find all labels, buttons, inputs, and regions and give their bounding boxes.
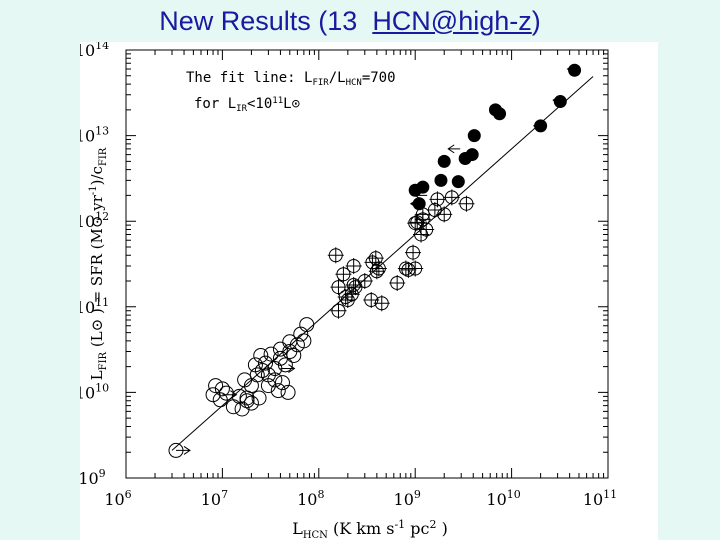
x-axis-label: LHCN (K km s-1 pc2 ) (292, 518, 448, 540)
filled-circle-point (451, 175, 465, 189)
open-circle-point (243, 395, 259, 411)
open-circle-point (253, 347, 269, 363)
y-tick-label: 1014 (80, 42, 109, 60)
fit-annotation-line1: The fit line: LFIR/LHCN=700 (186, 70, 396, 88)
upper-limit-arrow (566, 64, 580, 74)
open-circle-point (249, 367, 265, 383)
cross-mark (407, 260, 424, 277)
cross-mark (337, 289, 354, 306)
right-arrow (222, 390, 238, 400)
open-circle-point (280, 384, 296, 400)
open-circle-point (270, 383, 286, 399)
slide-title-link[interactable]: HCN@high-z (372, 6, 532, 36)
cross-mark (345, 276, 362, 293)
x-tick-label: 108 (297, 488, 324, 509)
cross-mark (335, 266, 352, 283)
filled-circle-point (553, 95, 567, 109)
fit-annotation-line2: for LIR<1011L⊙ (194, 96, 301, 114)
marks-layer (168, 63, 582, 458)
axis-ticks (125, 50, 608, 479)
x-tick-label: 107 (201, 488, 228, 509)
cross-mark (418, 221, 435, 238)
filled-circle-point (408, 183, 422, 197)
open-circle-point (299, 317, 315, 333)
cross-mark (347, 279, 364, 296)
open-circle-point (214, 381, 230, 397)
right-arrow (280, 364, 296, 373)
cross-mark (426, 202, 443, 219)
slide-title-suffix: ) (531, 6, 541, 36)
upper-limit-arrow (492, 107, 506, 117)
open-circle-point (231, 388, 247, 404)
filled-circle-point (437, 154, 451, 168)
open-circle-point (234, 401, 250, 417)
upper-limit-arrow (532, 121, 546, 131)
open-circle-point (286, 347, 302, 363)
open-circle-point (272, 341, 288, 357)
y-axis-label: LFIR (L⊙ ) = SFR (M⊙ yr-1)/cFIR (88, 147, 109, 380)
cross-mark (373, 295, 390, 312)
y-tick-label: 1011 (80, 296, 109, 317)
slide-title: New Results (13 HCN@high-z) (0, 6, 700, 37)
open-circle-point (225, 399, 241, 415)
y-tick-label: 1013 (80, 125, 109, 146)
cross-mark (330, 279, 347, 296)
cross-mark (414, 211, 431, 228)
y-tick-label: 1010 (80, 381, 109, 402)
cross-mark (389, 274, 406, 291)
open-circle-point (239, 390, 255, 406)
cross-mark (405, 244, 422, 261)
open-circle-point (293, 326, 309, 342)
cross-mark (368, 263, 385, 280)
cross-mark (436, 206, 453, 223)
cross-mark (327, 247, 344, 264)
cross-mark (443, 189, 460, 206)
y-tick-label: 109 (80, 467, 106, 488)
y-axis-label-group: LFIR (L⊙ ) = SFR (M⊙ yr-1)/cFIR (88, 147, 109, 380)
upper-limit-arrow (447, 144, 461, 154)
plot-frame (125, 49, 609, 479)
filled-circle-point (434, 173, 448, 187)
upper-limit-arrow (552, 95, 566, 105)
x-tick-label: 106 (104, 488, 131, 509)
x-tick-label: 109 (394, 488, 421, 509)
cross-mark (330, 302, 347, 319)
open-circle-point (247, 357, 263, 373)
cross-mark (339, 292, 356, 309)
cross-mark (370, 260, 387, 277)
cross-mark (458, 195, 475, 212)
slide-title-prefix: New Results (13 (159, 6, 373, 36)
x-tick-label: 1011 (583, 488, 617, 509)
open-circle-point (208, 378, 224, 394)
filled-circle-point (488, 103, 502, 117)
filled-circle-point (458, 152, 472, 166)
cross-mark (363, 292, 380, 309)
upper-limit-arrow (414, 191, 428, 200)
cross-mark (429, 191, 446, 208)
right-arrow (175, 446, 191, 455)
open-circle-point (274, 375, 290, 391)
axes-layer (125, 49, 609, 479)
open-circle-point (258, 355, 274, 371)
filled-circle-point (467, 129, 481, 143)
upper-limit-arrow (409, 199, 423, 209)
open-circle-point (251, 390, 267, 406)
open-circle-point (277, 357, 293, 373)
open-circle-point (282, 334, 298, 350)
open-circle-point (260, 378, 276, 394)
x-tick-label: 1010 (486, 488, 520, 509)
open-circle-point (263, 346, 279, 362)
cross-mark (367, 250, 384, 267)
cross-mark (345, 257, 362, 274)
